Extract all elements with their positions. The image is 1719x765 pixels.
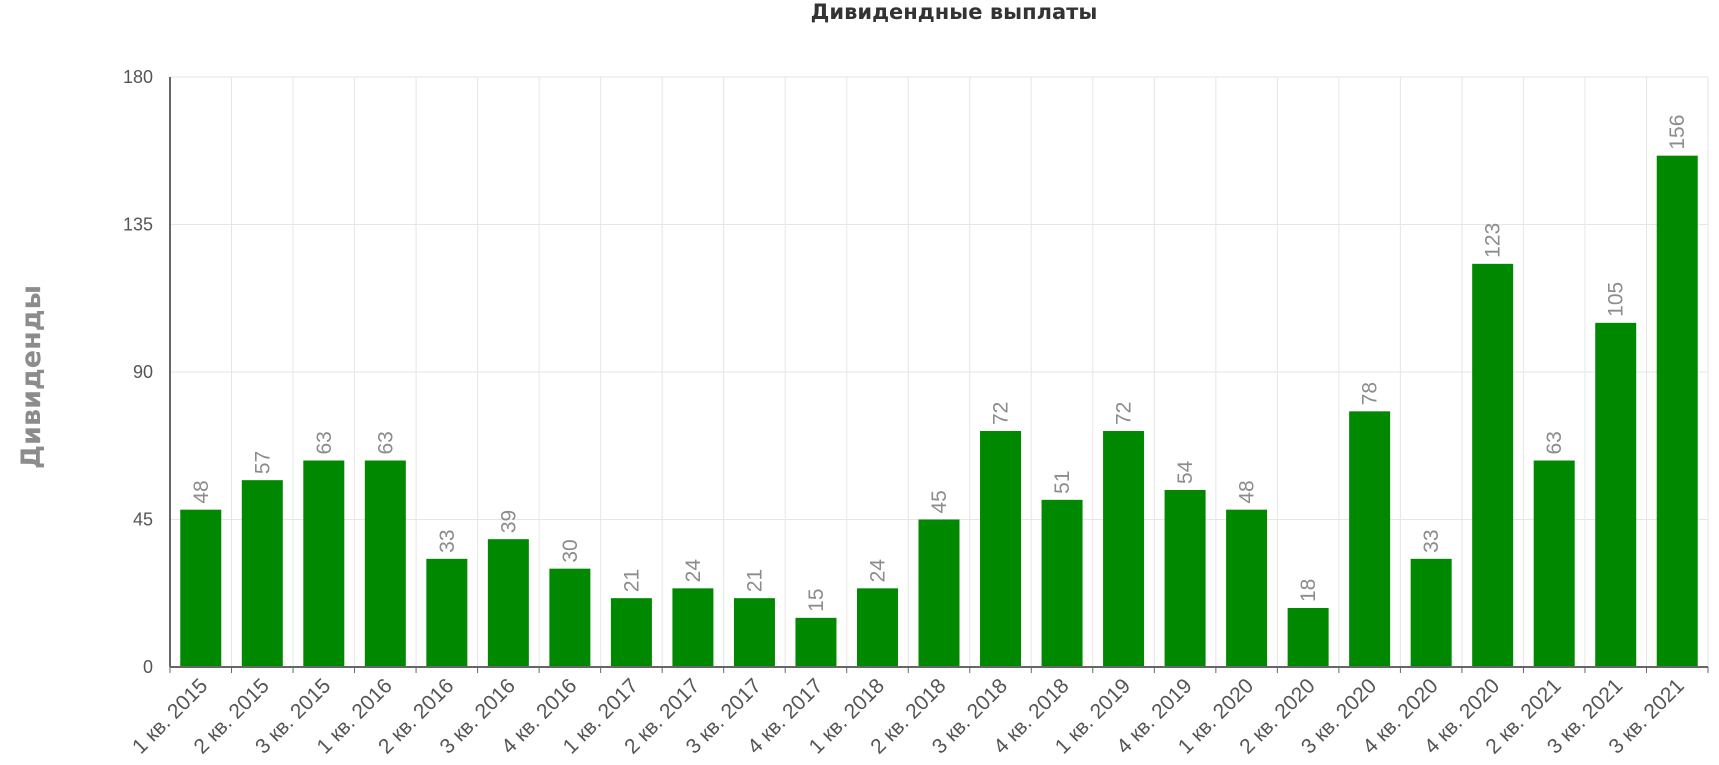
y-tick-label: 180 [123,67,153,87]
bar [1595,322,1637,667]
data-label: 156 [1666,115,1689,150]
y-tick-label: 0 [143,657,153,677]
y-tick-label: 90 [133,362,153,382]
bar [672,588,714,667]
data-label: 33 [436,529,459,552]
data-label: 30 [559,539,582,562]
bar [918,519,960,667]
bar [241,480,283,667]
grid-layer [169,76,1709,667]
data-label: 105 [1605,282,1628,317]
bar [1226,509,1268,667]
data-label: 57 [251,451,274,474]
bar [1041,499,1083,667]
data-label: 78 [1359,382,1382,405]
data-label: 21 [620,569,643,592]
bar [1410,558,1452,667]
bar [733,598,775,667]
data-label: 63 [1543,431,1566,454]
bar [1656,155,1698,667]
data-label: 33 [1420,529,1443,552]
chart-title: Дивидендные выплаты [811,0,1098,24]
bar [856,588,898,667]
bar [426,558,468,667]
bar [1472,263,1514,667]
data-label: 72 [990,402,1013,425]
data-label: 48 [1236,480,1259,503]
bars [180,155,1698,667]
data-label: 45 [928,490,951,513]
data-label: 15 [805,588,828,611]
data-label: 48 [190,480,213,503]
bar [487,539,529,667]
data-label: 63 [374,431,397,454]
data-labels: 48 57 63 63 33 39 30 21 24 21 15 24 45 72 51 72 54 48 18 78… [190,115,1689,612]
axes [169,77,1709,673]
data-label: 123 [1482,223,1505,258]
data-label: 24 [866,559,889,583]
bar [795,617,837,667]
data-label: 21 [743,569,766,592]
bar [364,460,406,667]
data-label: 18 [1297,579,1320,602]
data-label: 51 [1051,470,1074,493]
data-label: 39 [497,510,520,533]
bar [980,431,1022,667]
y-tick-labels: 0 45 90 135 180 [123,67,153,677]
bar [610,598,652,667]
bar [1103,431,1145,667]
bar [1164,490,1206,667]
y-axis-label: Дивиденды [16,285,47,469]
data-label: 54 [1174,460,1197,484]
bar [303,460,345,667]
bar [1349,411,1391,667]
bar [180,509,222,667]
bar [549,568,591,667]
y-tick-label: 45 [133,510,153,530]
bar [1533,460,1575,667]
y-tick-label: 135 [123,215,153,235]
data-label: 24 [682,559,705,583]
data-label: 63 [313,431,336,454]
bar [1287,608,1329,667]
data-label: 72 [1113,402,1136,425]
